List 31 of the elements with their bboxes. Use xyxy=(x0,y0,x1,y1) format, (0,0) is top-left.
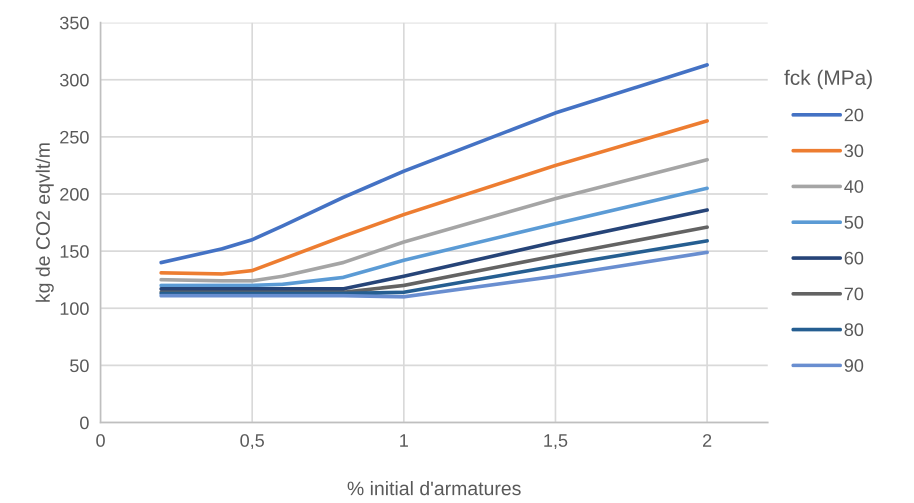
y-tick-label: 250 xyxy=(60,130,89,144)
legend-label: 60 xyxy=(844,252,864,265)
x-tick-label: 0,5 xyxy=(240,434,264,450)
y-tick-label: 0 xyxy=(80,416,89,430)
legend-label: 50 xyxy=(844,216,864,229)
legend-label: 20 xyxy=(844,108,864,122)
line-series xyxy=(159,208,709,291)
y-tick-label: 50 xyxy=(70,359,89,372)
y-tick-label: 100 xyxy=(60,302,89,315)
y-tick-label: 300 xyxy=(60,74,89,86)
legend-label: 40 xyxy=(844,180,864,193)
line-series xyxy=(159,63,709,264)
legend-label: 30 xyxy=(844,144,864,158)
line-series xyxy=(159,239,709,296)
y-tick-label: 150 xyxy=(60,245,89,258)
y-tick-label: 200 xyxy=(60,188,89,201)
x-tick-label: 1,5 xyxy=(544,434,568,450)
line-series xyxy=(159,158,709,283)
legend-label: 70 xyxy=(844,288,864,300)
line-series xyxy=(159,186,709,288)
x-axis-title: % initial d'armatures xyxy=(348,481,521,496)
legend-title: fck (MPa) xyxy=(784,70,872,90)
line-series xyxy=(159,119,709,276)
x-tick-label: 0 xyxy=(96,434,105,447)
y-axis-title: kg de CO2 eqvlt/m xyxy=(36,143,54,302)
x-tick-label: 2 xyxy=(702,434,712,447)
legend-label: 80 xyxy=(844,323,864,336)
legend-label: 90 xyxy=(844,359,864,372)
x-tick-label: 1 xyxy=(400,434,408,447)
line-series xyxy=(159,250,709,299)
y-tick-label: 350 xyxy=(60,16,89,30)
